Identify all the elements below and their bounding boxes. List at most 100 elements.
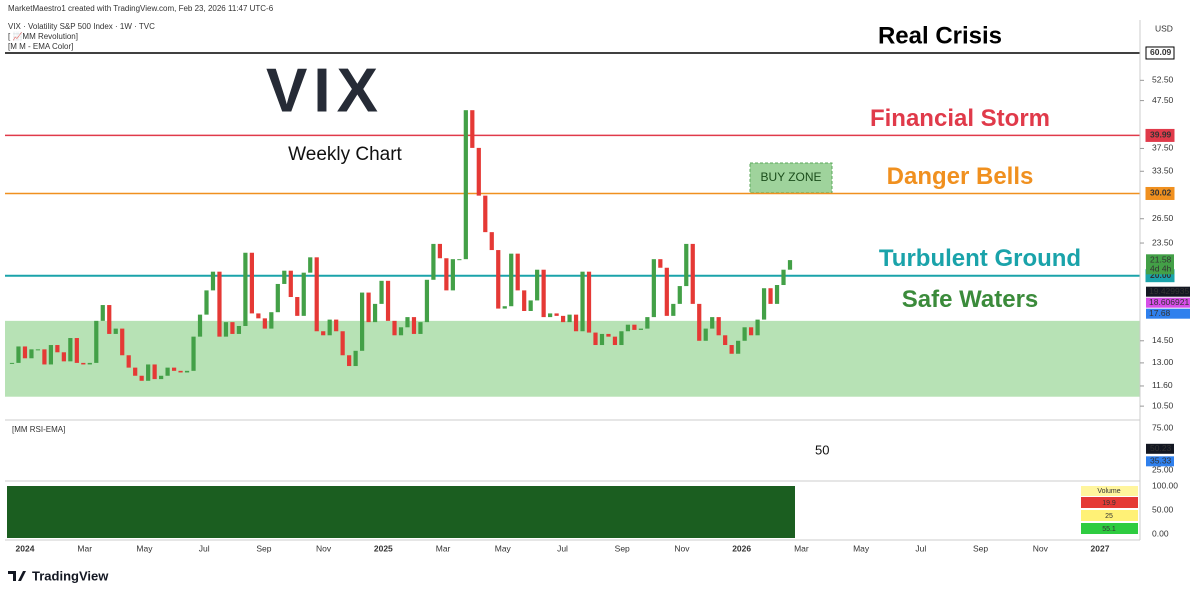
candle-body bbox=[509, 253, 514, 307]
candle-body bbox=[748, 327, 754, 336]
rsi-title: [MM RSI-EMA] bbox=[12, 425, 65, 434]
ema-value: 18.606921 bbox=[1149, 297, 1189, 307]
ema-tag bbox=[1146, 297, 1190, 308]
logo-text: TradingView bbox=[32, 568, 109, 583]
candle-body bbox=[548, 313, 553, 318]
candle-body bbox=[171, 367, 177, 371]
header-text: [M M - EMA Color] bbox=[8, 42, 73, 51]
y-tick-label: 26.50 bbox=[1152, 213, 1174, 223]
candle-body bbox=[146, 364, 151, 381]
last-price: 21.58 bbox=[1150, 255, 1172, 265]
x-tick-label: Jul bbox=[915, 543, 926, 553]
volume-legend-title-bg bbox=[1081, 486, 1138, 496]
rsi-tick-label: 75.00 bbox=[1152, 422, 1174, 432]
candle-body bbox=[664, 267, 669, 316]
x-tick-label: Mar bbox=[77, 543, 92, 553]
candle-body bbox=[29, 349, 34, 359]
levels bbox=[5, 52, 1140, 277]
candle-body bbox=[236, 325, 242, 334]
x-tick-label: Jul bbox=[557, 543, 568, 553]
candle-body bbox=[48, 345, 54, 365]
candle-body bbox=[16, 346, 21, 363]
candle-body bbox=[535, 269, 540, 301]
candle-body bbox=[528, 300, 533, 311]
candle-body bbox=[463, 110, 468, 260]
zone-label: Safe Waters bbox=[902, 286, 1039, 313]
level-name: Turbulent Ground bbox=[879, 245, 1081, 272]
y-tick-label: 33.50 bbox=[1152, 166, 1174, 176]
last-price-tag bbox=[1146, 254, 1174, 275]
candle-body bbox=[68, 338, 73, 362]
x-tick-label: Nov bbox=[1033, 543, 1049, 553]
x-tick-label: Mar bbox=[794, 543, 809, 553]
candle-body bbox=[113, 328, 118, 334]
candle-body bbox=[197, 314, 203, 337]
header-text: MarketMaestro1 created with TradingView.… bbox=[8, 4, 274, 13]
candle-body bbox=[217, 271, 222, 337]
volume-legend-value: 55.1 bbox=[1102, 526, 1116, 533]
candle-body bbox=[522, 290, 527, 311]
candle-body bbox=[489, 232, 494, 251]
x-tick-label: May bbox=[495, 543, 512, 553]
x-tick-label: Sep bbox=[615, 543, 630, 553]
candle-body bbox=[191, 336, 196, 371]
chart-title: VIX bbox=[266, 56, 384, 125]
zone-label: BUY ZONE bbox=[760, 170, 821, 184]
candle-body bbox=[359, 292, 365, 351]
level-price: 39.99 bbox=[1150, 130, 1172, 140]
candle-body bbox=[347, 355, 352, 367]
candle-body bbox=[178, 370, 183, 373]
candle-body bbox=[269, 312, 274, 329]
volume-legend-value: 25 bbox=[1105, 513, 1113, 520]
candle-body bbox=[612, 336, 618, 346]
volume-legend-cell bbox=[1081, 497, 1138, 508]
x-tick-label: Mar bbox=[436, 543, 451, 553]
candle-body bbox=[736, 340, 741, 354]
logo-icon bbox=[8, 571, 26, 581]
x-tick-label: Sep bbox=[973, 543, 988, 553]
candle-body bbox=[781, 269, 786, 286]
candle-body bbox=[126, 355, 131, 368]
level-price-tag bbox=[1145, 186, 1175, 200]
candle-body bbox=[723, 335, 728, 346]
candle-body bbox=[61, 352, 66, 362]
candle-body bbox=[308, 257, 313, 273]
candle-body bbox=[457, 259, 462, 261]
y-tick-label: 23.50 bbox=[1152, 237, 1174, 247]
y-tick-label: 37.50 bbox=[1152, 143, 1174, 153]
rsi-value: 50.23 bbox=[1150, 443, 1172, 453]
candle-body bbox=[476, 147, 481, 196]
candle-body bbox=[81, 362, 86, 365]
candle-body bbox=[295, 297, 300, 316]
candle-body bbox=[710, 317, 715, 329]
candle-body bbox=[210, 271, 216, 291]
volume-legend-title: Volume bbox=[1097, 488, 1120, 495]
candle-body bbox=[599, 333, 605, 346]
candle-body bbox=[139, 375, 144, 381]
candle-body bbox=[366, 292, 371, 323]
candle-body bbox=[684, 243, 689, 287]
rsi-tag bbox=[1146, 443, 1174, 454]
volume-legend-cell bbox=[1081, 510, 1138, 521]
y-tick-label: 13.00 bbox=[1152, 357, 1174, 367]
candle-body bbox=[470, 110, 475, 148]
level-name: Real Crisis bbox=[878, 22, 1002, 49]
volume-panel-fill bbox=[7, 486, 795, 538]
candle-body bbox=[334, 319, 339, 332]
y-tick-label: 11.60 bbox=[1152, 380, 1173, 390]
candle-body bbox=[405, 317, 410, 328]
candle-body bbox=[541, 269, 546, 318]
candle-body bbox=[321, 331, 326, 336]
candle-body bbox=[444, 258, 449, 291]
y-tick-label: 14.50 bbox=[1152, 335, 1174, 345]
y-tick-label: 52.50 bbox=[1152, 75, 1174, 85]
candle-body bbox=[133, 367, 138, 376]
candle-body bbox=[774, 285, 780, 304]
candle-body bbox=[230, 322, 235, 334]
candle-body bbox=[502, 306, 507, 309]
candle-body bbox=[496, 250, 501, 309]
candle-body bbox=[120, 328, 125, 356]
ema-tag bbox=[1146, 308, 1190, 319]
candle-body bbox=[554, 313, 559, 316]
